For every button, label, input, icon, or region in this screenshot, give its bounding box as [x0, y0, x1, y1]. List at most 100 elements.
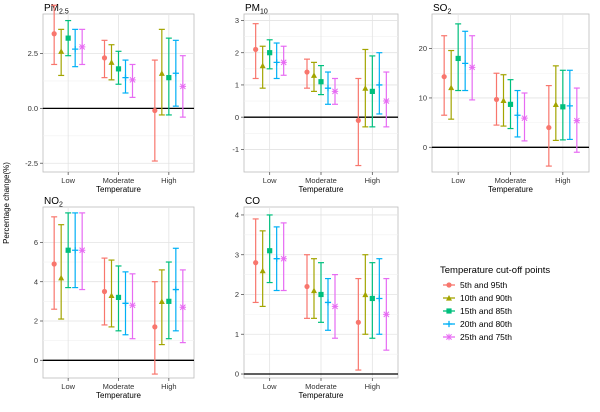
point-estimate — [78, 43, 86, 51]
point-estimate — [383, 97, 390, 105]
y-tick-label: 20 — [419, 44, 427, 53]
point-estimate — [101, 288, 108, 295]
point-estimate — [122, 300, 129, 307]
point-estimate — [72, 46, 79, 53]
point-estimate — [455, 55, 461, 62]
x-tick-label: Low — [451, 176, 465, 185]
point-estimate — [253, 46, 259, 53]
point-estimate — [369, 295, 375, 302]
x-tick-label: Moderate — [103, 176, 135, 185]
point-estimate — [158, 70, 165, 76]
y-tick-label: 0 — [423, 143, 427, 152]
point-estimate — [166, 75, 172, 81]
point-estimate — [152, 107, 158, 114]
point-estimate — [493, 96, 500, 103]
legend-entry: 10th and 90th — [443, 293, 512, 303]
x-axis-label: Temperature — [299, 185, 344, 194]
legend: Temperature cut-off points 5th and 95th 1… — [440, 265, 550, 342]
x-tick-label: Low — [263, 382, 277, 391]
point-estimate — [152, 324, 158, 330]
point-estimate — [166, 298, 172, 304]
point-estimate — [179, 83, 187, 90]
panel-title: PM2.5 — [44, 3, 69, 16]
x-tick-label: Moderate — [305, 382, 337, 391]
point-estimate — [267, 50, 273, 56]
y-tick-label: 1 — [235, 81, 239, 90]
x-tick-label: High — [365, 382, 380, 391]
point-estimate — [51, 261, 57, 267]
point-estimate — [331, 303, 339, 310]
point-estimate — [546, 124, 552, 131]
y-axis-label: Percentage change(%) — [2, 162, 11, 244]
x-tick-label: High — [555, 176, 570, 185]
panel-title: PM10 — [245, 3, 268, 16]
legend-key-marker — [446, 282, 452, 288]
y-tick-label: 3 — [235, 16, 239, 25]
y-tick-label: 2 — [235, 48, 239, 57]
legend-key-marker — [446, 308, 452, 314]
point-estimate — [267, 248, 273, 254]
legend-entry: 15th and 85th — [443, 306, 512, 316]
point-estimate — [376, 295, 383, 302]
point-estimate — [108, 59, 115, 65]
point-estimate — [115, 66, 122, 72]
legend-key-marker — [445, 333, 453, 341]
y-tick-label: -1 — [232, 145, 239, 154]
x-axis-label: Temperature — [96, 391, 141, 400]
y-tick-label: 2 — [235, 290, 239, 299]
point-estimate — [369, 88, 375, 94]
point-estimate — [566, 102, 573, 109]
panel-title: NO2 — [44, 196, 63, 209]
point-estimate — [51, 31, 57, 37]
point-estimate — [355, 319, 361, 325]
point-estimate — [355, 117, 361, 124]
y-tick-label: 0 — [34, 356, 38, 365]
point-estimate — [72, 247, 79, 254]
point-estimate — [311, 72, 317, 78]
x-tick-label: Low — [61, 382, 75, 391]
point-estimate — [514, 112, 521, 119]
x-axis-label: Temperature — [299, 391, 344, 400]
point-estimate — [507, 101, 514, 107]
legend-key-marker — [445, 320, 453, 328]
x-tick-label: High — [161, 382, 176, 391]
point-estimate — [58, 274, 65, 281]
point-estimate — [101, 55, 108, 61]
panel-co: 0 1 2 3 4 Low Moderate High CO Temperature — [235, 196, 399, 400]
point-estimate — [448, 84, 455, 91]
y-tick-label: 10 — [419, 94, 427, 103]
point-estimate — [376, 81, 383, 89]
point-estimate — [331, 88, 339, 95]
point-estimate — [304, 283, 310, 290]
point-estimate — [362, 85, 369, 91]
legend-label: 15th and 85th — [460, 306, 512, 316]
point-estimate — [521, 114, 528, 122]
legend-label: 5th and 95th — [460, 280, 508, 290]
panel-title: CO — [245, 196, 260, 207]
point-estimate — [462, 60, 469, 67]
y-tick-label: 3 — [235, 250, 239, 259]
x-tick-label: Moderate — [495, 176, 527, 185]
legend-entry: 5th and 95th — [443, 280, 508, 290]
point-estimate — [280, 59, 287, 66]
point-estimate — [500, 97, 507, 104]
point-estimate — [172, 286, 179, 293]
panel-so2: 0 10 20 Low Moderate High SO2 Temperature — [419, 3, 590, 194]
point-estimate — [304, 69, 310, 75]
panel-title: SO2 — [433, 3, 451, 16]
point-estimate — [122, 74, 129, 81]
point-estimate — [441, 74, 447, 80]
point-estimate — [172, 70, 179, 77]
point-estimate — [108, 292, 115, 299]
legend-label: 25th and 75th — [460, 332, 512, 342]
point-estimate — [273, 59, 280, 66]
y-tick-label: 2.5 — [28, 49, 38, 58]
y-tick-label: 0 — [235, 113, 239, 122]
point-estimate — [129, 76, 136, 84]
point-estimate — [552, 101, 559, 107]
x-tick-label: High — [161, 176, 176, 185]
point-estimate — [129, 302, 136, 309]
point-estimate — [318, 291, 324, 298]
